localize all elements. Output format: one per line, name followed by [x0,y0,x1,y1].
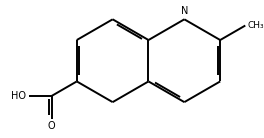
Text: CH₃: CH₃ [248,21,264,30]
Text: HO: HO [11,91,26,101]
Text: O: O [48,121,55,131]
Text: N: N [181,6,188,16]
